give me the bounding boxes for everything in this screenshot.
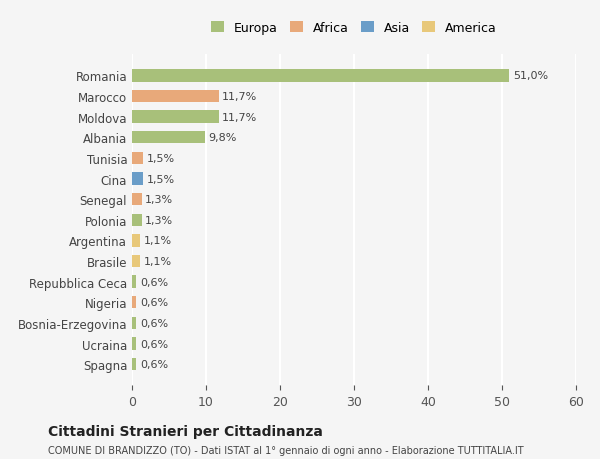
Bar — [132, 276, 136, 288]
Bar — [132, 317, 136, 330]
Text: Cittadini Stranieri per Cittadinanza: Cittadini Stranieri per Cittadinanza — [48, 425, 323, 438]
Text: 1,5%: 1,5% — [147, 154, 175, 163]
Text: 0,6%: 0,6% — [140, 318, 168, 328]
Bar — [132, 255, 140, 268]
Text: 0,6%: 0,6% — [140, 297, 168, 308]
Bar — [132, 297, 136, 309]
Text: COMUNE DI BRANDIZZO (TO) - Dati ISTAT al 1° gennaio di ogni anno - Elaborazione : COMUNE DI BRANDIZZO (TO) - Dati ISTAT al… — [48, 445, 524, 455]
Bar — [132, 111, 218, 123]
Bar — [132, 70, 509, 83]
Bar — [132, 152, 143, 165]
Text: 1,1%: 1,1% — [144, 257, 172, 267]
Text: 11,7%: 11,7% — [222, 92, 257, 102]
Bar — [132, 91, 218, 103]
Bar — [132, 214, 142, 226]
Text: 1,1%: 1,1% — [144, 236, 172, 246]
Text: 11,7%: 11,7% — [222, 112, 257, 123]
Text: 1,3%: 1,3% — [145, 195, 173, 205]
Legend: Europa, Africa, Asia, America: Europa, Africa, Asia, America — [208, 18, 500, 39]
Text: 1,5%: 1,5% — [147, 174, 175, 184]
Text: 51,0%: 51,0% — [513, 71, 548, 81]
Text: 1,3%: 1,3% — [145, 215, 173, 225]
Text: 9,8%: 9,8% — [208, 133, 236, 143]
Bar — [132, 338, 136, 350]
Text: 0,6%: 0,6% — [140, 277, 168, 287]
Bar — [132, 132, 205, 144]
Bar — [132, 194, 142, 206]
Text: 0,6%: 0,6% — [140, 359, 168, 369]
Text: 0,6%: 0,6% — [140, 339, 168, 349]
Bar — [132, 358, 136, 370]
Bar — [132, 235, 140, 247]
Bar — [132, 173, 143, 185]
